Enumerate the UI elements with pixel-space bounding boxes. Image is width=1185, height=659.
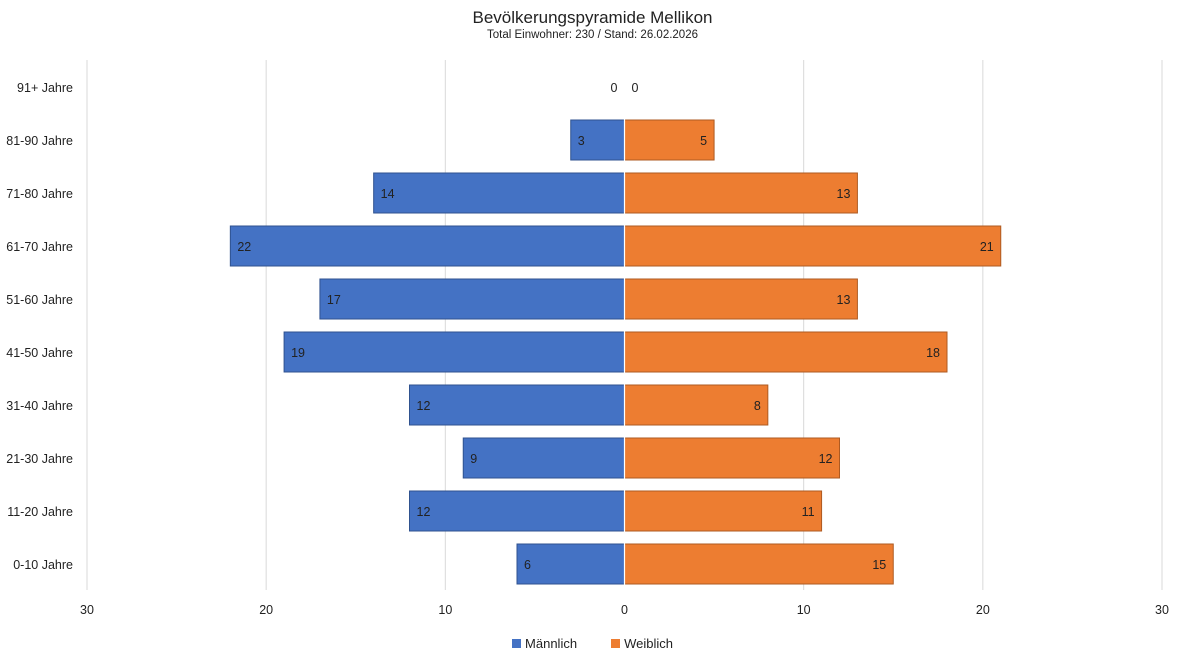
data-label-maennlich: 17	[327, 293, 341, 307]
bar-maennlich	[229, 225, 625, 267]
x-tick-label: 0	[621, 603, 628, 617]
legend-item-maennlich: Männlich	[512, 636, 577, 651]
bar-maennlich	[373, 172, 625, 214]
data-label-weiblich: 13	[837, 187, 851, 201]
data-label-maennlich: 19	[291, 346, 305, 360]
category-label: 31-40 Jahre	[6, 399, 73, 413]
data-label-maennlich: 3	[578, 134, 585, 148]
data-label-weiblich: 11	[802, 505, 815, 519]
bar-weiblich	[624, 437, 840, 479]
category-label: 61-70 Jahre	[6, 240, 73, 254]
data-label-weiblich: 0	[632, 81, 639, 95]
category-label: 21-30 Jahre	[6, 452, 73, 466]
data-label-weiblich: 12	[819, 452, 833, 466]
bar-weiblich	[624, 490, 823, 532]
category-label: 11-20 Jahre	[7, 505, 73, 519]
category-label: 91+ Jahre	[17, 81, 73, 95]
bar-weiblich	[624, 278, 858, 320]
bar-maennlich	[570, 119, 625, 161]
chart-title: Bevölkerungspyramide Mellikon	[472, 8, 713, 27]
category-label: 71-80 Jahre	[6, 187, 73, 201]
bar-maennlich	[283, 331, 625, 373]
data-label-maennlich: 6	[524, 558, 531, 572]
chart-subtitle: Total Einwohner: 230 / Stand: 26.02.2026	[487, 29, 698, 41]
bar-maennlich	[462, 437, 625, 479]
bar-maennlich	[319, 278, 625, 320]
category-label: 41-50 Jahre	[6, 346, 73, 360]
bar-weiblich	[624, 384, 769, 426]
category-label: 81-90 Jahre	[6, 134, 73, 148]
data-label-maennlich: 12	[417, 399, 431, 413]
bar-weiblich	[624, 543, 894, 585]
data-label-weiblich: 13	[837, 293, 851, 307]
x-tick-label: 10	[797, 603, 811, 617]
x-tick-label: 30	[1155, 603, 1169, 617]
chart-legend: Männlich Weiblich	[0, 636, 1185, 651]
legend-label-weiblich: Weiblich	[624, 636, 673, 651]
legend-swatch-maennlich	[512, 639, 522, 648]
data-label-weiblich: 15	[872, 558, 886, 572]
bar-weiblich	[624, 225, 1002, 267]
data-label-maennlich: 22	[237, 240, 251, 254]
x-tick-label: 30	[80, 603, 94, 617]
bar-weiblich	[624, 331, 948, 373]
data-label-maennlich: 12	[417, 505, 431, 519]
legend-item-weiblich: Weiblich	[611, 636, 673, 651]
bar-weiblich	[624, 172, 858, 214]
data-label-weiblich: 18	[926, 346, 940, 360]
category-label: 51-60 Jahre	[6, 293, 73, 307]
legend-swatch-weiblich	[611, 639, 621, 648]
data-label-maennlich: 0	[611, 81, 618, 95]
bar-weiblich	[624, 119, 715, 161]
bar-maennlich	[409, 490, 625, 532]
data-label-maennlich: 9	[470, 452, 477, 466]
data-label-weiblich: 5	[700, 134, 707, 148]
bar-maennlich	[516, 543, 625, 585]
category-label: 0-10 Jahre	[13, 558, 73, 572]
data-label-weiblich: 8	[754, 399, 761, 413]
x-tick-label: 20	[259, 603, 273, 617]
x-tick-label: 10	[438, 603, 452, 617]
legend-label-maennlich: Männlich	[525, 636, 578, 651]
x-tick-label: 20	[976, 603, 990, 617]
bar-maennlich	[409, 384, 625, 426]
data-label-weiblich: 21	[980, 240, 994, 254]
data-label-maennlich: 14	[381, 187, 395, 201]
